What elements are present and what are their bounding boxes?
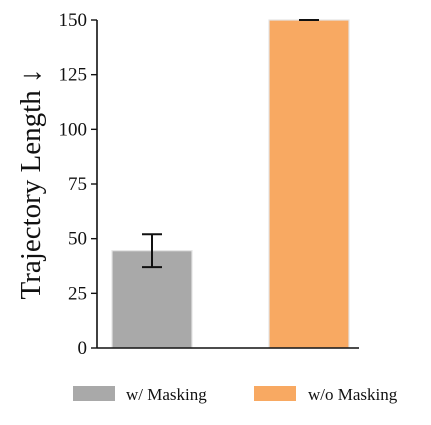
y-tick-label: 125	[59, 65, 88, 86]
legend-swatch	[254, 386, 296, 401]
y-tick-label: 0	[78, 338, 88, 359]
y-tick-label: 100	[59, 119, 88, 140]
legend-label: w/o Masking	[308, 385, 398, 404]
error-bar	[142, 233, 162, 269]
bars-layer	[111, 19, 350, 349]
bar-without-masking	[268, 19, 350, 349]
legend-swatch	[73, 386, 115, 401]
legend-item: w/o Masking	[254, 385, 398, 404]
y-ticks: 0 25 50 75 100 125 150	[59, 10, 97, 359]
legend-label: w/ Masking	[126, 385, 207, 404]
y-tick-label: 150	[59, 10, 88, 31]
y-tick-label: 75	[68, 174, 87, 195]
legend-item: w/ Masking	[73, 385, 207, 404]
legend: w/ Masking w/o Masking	[73, 385, 398, 404]
errorbars-layer	[142, 19, 319, 269]
y-tick-label: 25	[68, 283, 87, 304]
y-axis-label: Trajectory Length ↓	[15, 69, 47, 300]
y-tick-label: 50	[68, 229, 87, 250]
